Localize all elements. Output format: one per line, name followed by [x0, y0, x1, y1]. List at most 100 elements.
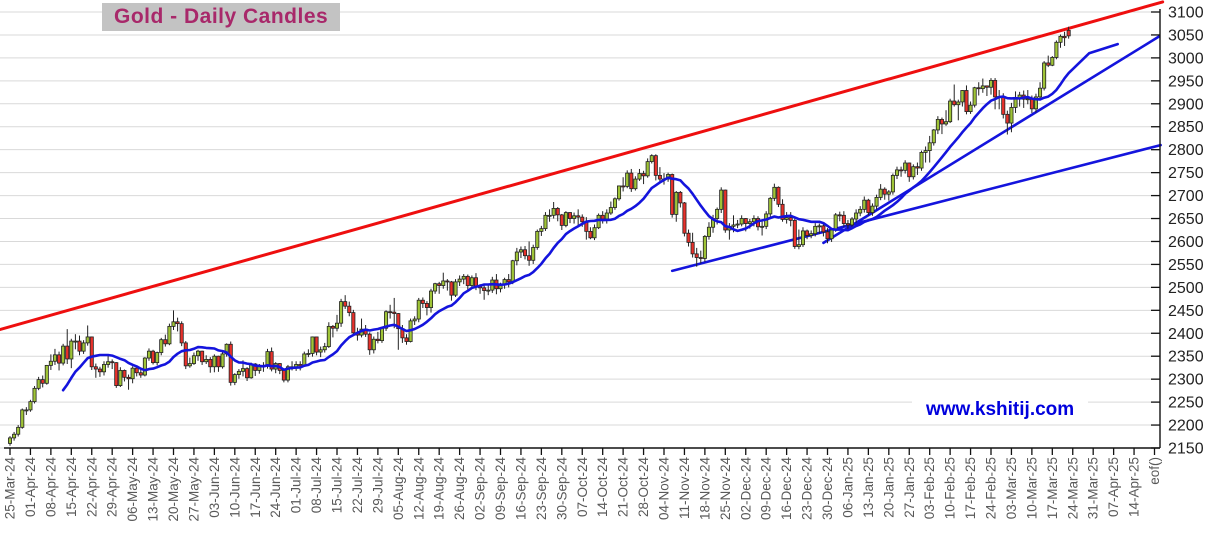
candle [527, 241, 532, 266]
candle [952, 84, 957, 107]
candle-body-up [649, 155, 654, 163]
candle [956, 99, 961, 121]
candle-body-down [97, 368, 102, 373]
x-tick-label: 15-Apr-24 [64, 457, 79, 518]
candle [469, 275, 474, 288]
candle-body-down [993, 79, 998, 98]
candle-body-up [702, 236, 707, 259]
candle [563, 211, 568, 228]
candle [854, 209, 859, 223]
candle-body-up [731, 224, 736, 227]
candle [167, 323, 172, 346]
candle [228, 341, 233, 386]
candle-body-down [527, 255, 532, 261]
candle-body-up [155, 352, 160, 364]
candle [813, 223, 818, 237]
candle [604, 209, 609, 224]
chart-title: Gold - Daily Candles [102, 3, 341, 31]
candle-body-down [330, 325, 335, 329]
candle-body-down [253, 363, 258, 371]
candle-body-down [776, 186, 781, 205]
y-tick-label: 2950 [1168, 73, 1204, 90]
candle-body-down [175, 321, 180, 325]
candle-body-up [784, 217, 789, 220]
x-tick-label: 26-Aug-24 [452, 457, 467, 521]
candle-body-up [159, 339, 164, 353]
candle-body-up [747, 221, 752, 224]
candle [870, 203, 875, 216]
candle-body-up [187, 363, 192, 367]
y-tick-label: 2450 [1168, 303, 1204, 320]
candle-body-down [641, 173, 646, 177]
candle-body-up [73, 340, 78, 343]
y-tick-label: 2750 [1168, 165, 1204, 182]
candle [518, 246, 523, 258]
y-tick-label: 2350 [1168, 349, 1204, 366]
candle-body-up [674, 191, 679, 215]
candle [52, 348, 57, 365]
candle [40, 375, 45, 388]
candle [772, 183, 777, 202]
candle-body-up [535, 230, 540, 248]
candle-body-up [572, 215, 577, 219]
x-tick-label: 30-Sep-24 [554, 457, 569, 521]
candle-body-down [163, 339, 168, 345]
candle-body-up [927, 142, 932, 152]
candle-body-up [20, 409, 25, 428]
candle [347, 301, 352, 317]
candle-body-down [200, 350, 205, 363]
candle [1005, 110, 1010, 135]
candle-body-up [379, 327, 384, 342]
candle [760, 220, 765, 236]
candle-body-up [878, 188, 883, 198]
candle-body-up [514, 251, 519, 262]
candle-body-up [592, 227, 597, 239]
candle [805, 229, 810, 240]
candle-body-up [265, 351, 270, 367]
candle-body-up [61, 345, 66, 364]
candle-body-down [245, 368, 250, 379]
x-tick-label: 13-Jan-25 [861, 457, 876, 518]
candle [179, 321, 184, 347]
x-tick-label: 25-Nov-24 [718, 457, 733, 521]
candle [927, 135, 932, 163]
candle-body-down [845, 223, 850, 226]
candle [416, 297, 421, 323]
candle-body-up [1013, 98, 1018, 108]
candle-body-up [510, 260, 515, 283]
candle [433, 282, 438, 294]
candle [326, 322, 331, 348]
candle [923, 146, 928, 163]
candle [788, 212, 793, 227]
candle-body-down [976, 87, 981, 90]
candle [931, 129, 936, 146]
candle [97, 366, 102, 377]
candle [600, 211, 605, 224]
candle [339, 298, 344, 327]
candle-body-up [196, 350, 201, 357]
candle [572, 212, 577, 224]
candle-body-up [322, 346, 327, 351]
candle-body-up [894, 169, 899, 176]
x-tick-label: 24-Jun-24 [268, 457, 283, 518]
candle-body-up [870, 205, 875, 213]
candle-body-up [760, 225, 765, 228]
candle-body-down [780, 203, 785, 220]
candle [976, 82, 981, 96]
candle [514, 247, 519, 266]
candle-body-down [57, 354, 62, 364]
candle-body-up [326, 325, 331, 347]
candle [16, 425, 21, 437]
candle [232, 373, 237, 386]
candle [1066, 26, 1071, 39]
candle [216, 355, 221, 372]
x-tick-label: 03-Mar-25 [1004, 457, 1019, 519]
y-tick-label: 2850 [1168, 119, 1204, 136]
candle-body-up [956, 101, 961, 106]
candle [899, 166, 904, 177]
x-tick-label: 06-Jan-25 [840, 457, 855, 518]
candle-body-up [1025, 98, 1030, 101]
candle-body-up [44, 364, 49, 384]
candle [359, 318, 364, 338]
candle-body-up [772, 186, 777, 199]
